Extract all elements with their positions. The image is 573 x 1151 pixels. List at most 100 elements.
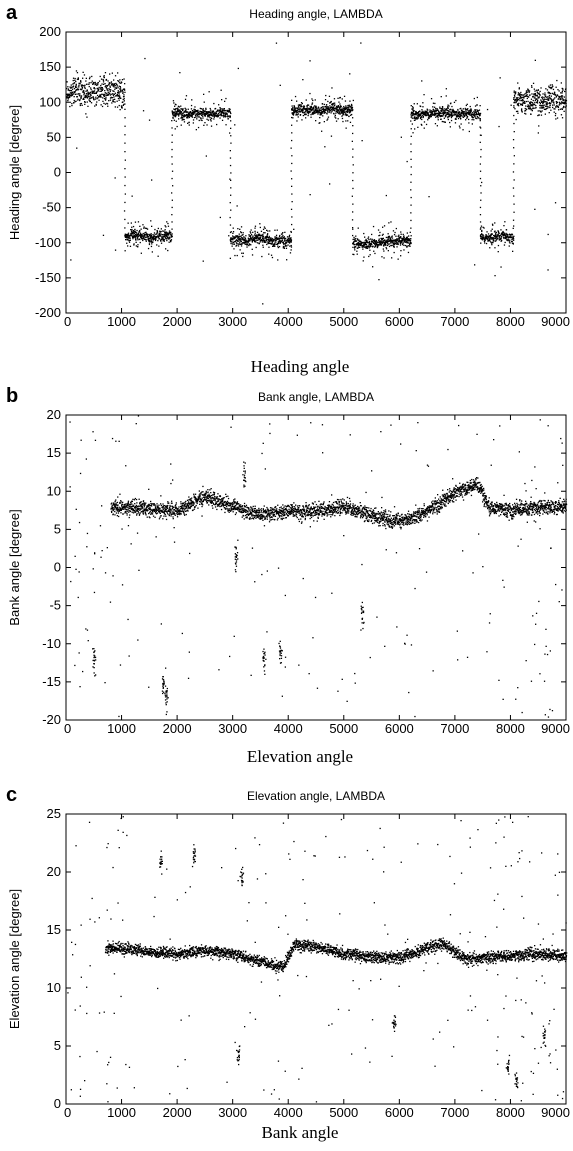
data-point (151, 241, 153, 243)
data-point (375, 245, 377, 248)
data-point (146, 516, 148, 518)
data-point (221, 502, 223, 505)
data-point (355, 246, 357, 248)
data-point (551, 101, 553, 103)
data-point (409, 242, 411, 245)
data-point (471, 116, 474, 118)
data-point (224, 100, 226, 102)
data-point (283, 247, 285, 249)
data-point (442, 111, 444, 113)
data-point (164, 229, 166, 231)
data-point (135, 245, 137, 247)
data-point (376, 241, 378, 243)
data-point (557, 105, 559, 108)
data-point (393, 240, 396, 242)
data-point (483, 240, 486, 242)
data-point (278, 237, 280, 239)
data-point (557, 94, 559, 97)
data-point (178, 512, 181, 514)
data-point (352, 132, 354, 135)
data-point (176, 512, 178, 514)
data-point (525, 90, 528, 92)
data-point (319, 117, 321, 119)
data-point (330, 106, 333, 109)
data-point (84, 96, 87, 99)
data-point (228, 502, 230, 504)
data-point (349, 100, 351, 102)
data-point (95, 104, 97, 106)
data-point (373, 240, 376, 242)
data-point (222, 504, 224, 506)
data-point (131, 511, 133, 513)
data-point (446, 109, 449, 112)
data-point (333, 113, 335, 115)
data-point (147, 233, 149, 235)
data-point (172, 115, 174, 117)
data-point (441, 120, 443, 123)
data-point (129, 237, 131, 239)
data-point (282, 247, 284, 249)
data-point (270, 243, 273, 245)
data-point (224, 501, 226, 503)
data-point (181, 509, 184, 511)
data-point (162, 236, 164, 238)
data-point (229, 216, 231, 219)
data-point (465, 108, 468, 110)
data-point (437, 109, 439, 112)
data-point (440, 118, 442, 120)
data-point (159, 230, 161, 232)
data-point (305, 108, 308, 110)
data-point (334, 114, 336, 116)
data-point (479, 206, 482, 209)
data-point (165, 233, 167, 235)
plot-frame (65, 31, 567, 314)
data-point (337, 105, 340, 107)
data-point (527, 90, 529, 92)
data-point (220, 499, 222, 501)
data-point (124, 89, 126, 91)
data-point (123, 78, 125, 80)
data-point (115, 508, 117, 510)
data-point (498, 125, 500, 128)
data-point (183, 509, 185, 511)
data-point (411, 106, 414, 108)
data-point (415, 117, 417, 119)
data-point (189, 499, 191, 501)
data-point (482, 226, 484, 228)
data-point (132, 238, 134, 240)
data-point (479, 163, 481, 165)
data-point (279, 84, 281, 86)
data-point (261, 241, 263, 243)
data-point (299, 104, 301, 106)
data-point (276, 243, 278, 245)
data-point (560, 96, 562, 98)
data-point (119, 95, 121, 97)
data-point (177, 513, 179, 515)
data-point (422, 115, 424, 118)
data-point (164, 225, 166, 227)
data-point (133, 243, 135, 245)
data-point (504, 221, 506, 223)
data-point (249, 231, 251, 233)
data-point (387, 243, 389, 245)
data-point (245, 242, 247, 244)
data-point (513, 179, 515, 181)
data-point (315, 109, 318, 111)
data-point (377, 229, 380, 231)
data-point (395, 240, 397, 242)
data-point (209, 119, 212, 121)
data-point (224, 507, 226, 509)
data-point (544, 94, 547, 96)
data-point (227, 495, 229, 497)
data-point (104, 103, 107, 105)
data-point (499, 77, 501, 79)
data-point (166, 506, 168, 509)
data-point (180, 501, 182, 503)
data-point (125, 506, 127, 509)
data-point (230, 135, 232, 137)
data-point (379, 244, 382, 246)
data-point (187, 502, 189, 504)
data-point (315, 111, 318, 113)
data-point (91, 90, 93, 92)
data-point (344, 100, 347, 102)
